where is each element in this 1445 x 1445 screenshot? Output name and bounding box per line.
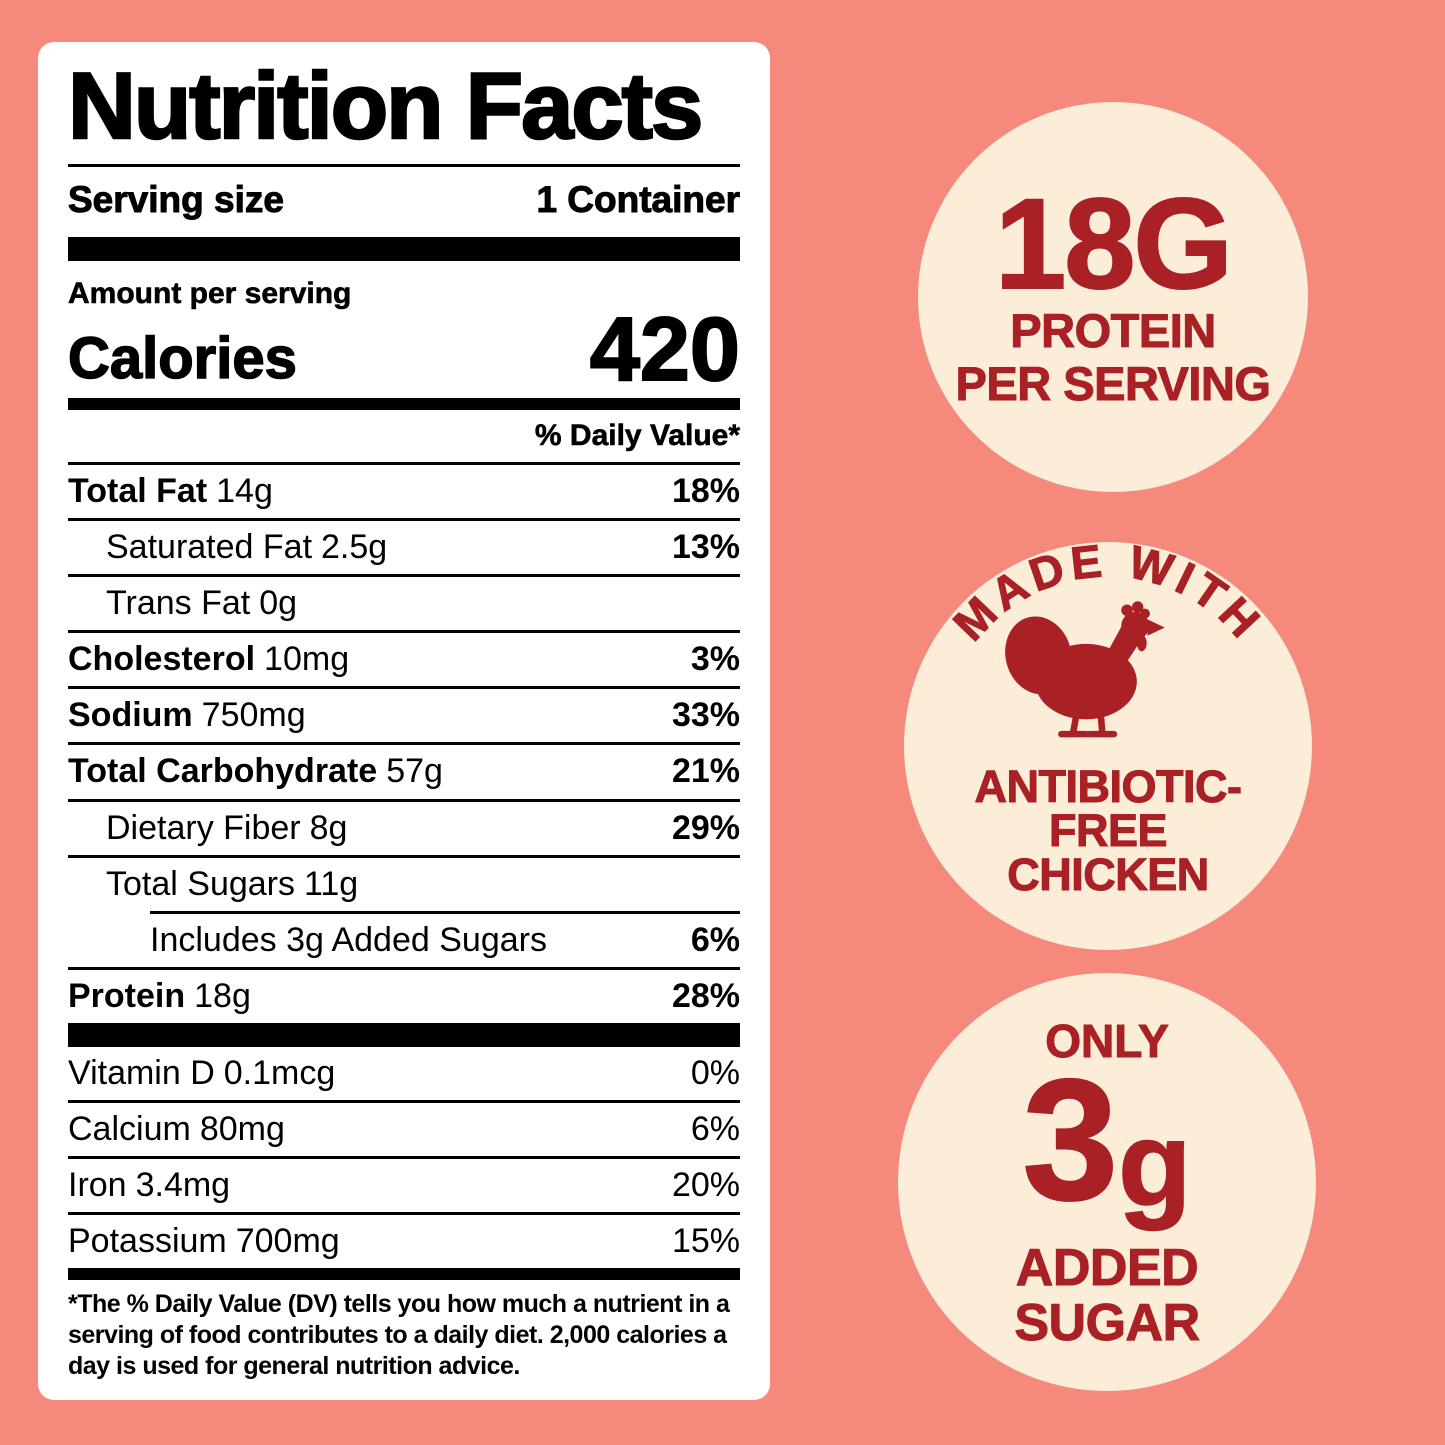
vitamin-amount: 0.1mcg bbox=[223, 1053, 336, 1092]
vitamin-row-vitamin-d: Vitamin D 0.1mcg 0% bbox=[68, 1047, 740, 1100]
nutrient-amount: 11g bbox=[304, 864, 359, 903]
vitamin-row-iron: Iron 3.4mg 20% bbox=[68, 1156, 740, 1212]
chicken-icon bbox=[1005, 601, 1165, 738]
nutrient-row-cholesterol: Cholesterol 10mg 3% bbox=[68, 630, 740, 686]
nutrient-dv: 13% bbox=[671, 528, 740, 567]
vitamin-dv: 0% bbox=[690, 1053, 740, 1092]
nutrient-amount: 57g bbox=[386, 752, 443, 791]
nutrient-dv: 33% bbox=[671, 696, 740, 735]
nutrition-facts-label: Nutrition Facts Serving size 1 Container… bbox=[38, 42, 770, 1400]
protein-amount: 18G bbox=[994, 172, 1234, 316]
medium-bar bbox=[68, 398, 740, 411]
chicken-label-line-3: CHICKEN bbox=[1007, 849, 1209, 900]
nutrient-dv: 18% bbox=[671, 472, 740, 511]
nutrient-dv: 29% bbox=[671, 808, 740, 847]
calories-label: Calories bbox=[67, 326, 297, 392]
badge-antibiotic-free-chicken: MADE WITH ANTIBIOTIC- FREE CHICKEN bbox=[904, 542, 1312, 950]
nutrient-row-total-carbohydrate: Total Carbohydrate 57g 21% bbox=[68, 742, 740, 798]
only-label: ONLY bbox=[1045, 1015, 1170, 1068]
nutrient-row-sodium: Sodium 750mg 33% bbox=[68, 686, 740, 742]
added-sugar-label-line-1: ADDED bbox=[1015, 1239, 1199, 1298]
nutrient-row-total-fat: Total Fat 14g 18% bbox=[68, 462, 740, 518]
nutrient-name: Saturated Fat bbox=[106, 528, 313, 567]
nutrient-row-dietary-fiber: Dietary Fiber 8g 29% bbox=[68, 798, 740, 855]
added-sugar-label-line-2: SUGAR bbox=[1014, 1293, 1201, 1352]
nutrient-name: Dietary Fiber bbox=[106, 808, 301, 847]
nutrient-row-added-sugars: Includes 3g Added Sugars 6% bbox=[68, 914, 740, 967]
divider-indented bbox=[150, 910, 740, 914]
vitamin-name: Vitamin D bbox=[68, 1053, 215, 1092]
serving-size-label: Serving size bbox=[68, 178, 285, 220]
daily-value-footnote: *The % Daily Value (DV) tells you how mu… bbox=[68, 1290, 730, 1381]
chicken-label-line-1: ANTIBIOTIC- bbox=[975, 761, 1242, 812]
nutrient-dv: 3% bbox=[690, 640, 740, 679]
vitamin-name: Iron bbox=[68, 1166, 127, 1204]
badge-protein: 18G PROTEIN PER SERVING bbox=[918, 102, 1308, 492]
vitamin-dv: 20% bbox=[671, 1166, 740, 1204]
sugar-unit: g bbox=[1117, 1097, 1192, 1233]
nutrient-name: Includes 3g Added Sugars bbox=[150, 920, 547, 959]
vitamin-dv: 6% bbox=[690, 1109, 740, 1148]
vitamin-name: Potassium bbox=[68, 1222, 227, 1261]
chicken-label-line-2: FREE bbox=[1049, 805, 1167, 856]
vitamin-row-calcium: Calcium 80mg 6% bbox=[68, 1099, 740, 1156]
nutrient-name: Total Carbohydrate bbox=[68, 752, 378, 791]
nutrient-amount: 18g bbox=[194, 976, 251, 1015]
protein-label-line-2: PER SERVING bbox=[955, 356, 1271, 410]
nutrient-name: Protein bbox=[68, 976, 186, 1015]
nutrient-amount: 8g bbox=[309, 808, 348, 847]
vitamin-amount: 80mg bbox=[199, 1109, 285, 1148]
vitamin-amount: 700mg bbox=[235, 1222, 340, 1261]
nutrient-amount: 10mg bbox=[264, 640, 350, 679]
nutrient-name: Trans Fat bbox=[106, 584, 251, 623]
nutrient-row-protein: Protein 18g 28% bbox=[68, 966, 740, 1023]
daily-value-header: % Daily Value* bbox=[534, 419, 741, 453]
nutrient-amount: 14g bbox=[216, 472, 273, 511]
nutrient-name: Total Fat bbox=[68, 472, 208, 511]
nutrient-amount: 0g bbox=[259, 584, 298, 623]
thick-bar bbox=[68, 1022, 740, 1047]
label-title: Nutrition Facts bbox=[67, 53, 705, 158]
nutrient-row-total-sugars: Total Sugars 11g bbox=[68, 854, 740, 911]
calories-value: 420 bbox=[589, 299, 741, 400]
vitamin-amount: 3.4mg bbox=[135, 1166, 231, 1204]
sugar-value: 3 bbox=[1022, 1044, 1120, 1237]
nutrient-amount: 2.5g bbox=[321, 528, 388, 567]
amount-per-serving-label: Amount per serving bbox=[68, 276, 352, 311]
nutrient-amount: 750mg bbox=[201, 696, 306, 735]
serving-size-value: 1 Container bbox=[536, 178, 741, 220]
divider bbox=[68, 163, 740, 167]
nutrient-name: Sodium bbox=[68, 696, 193, 735]
medium-bar bbox=[68, 1268, 740, 1281]
nutrient-name: Cholesterol bbox=[68, 640, 256, 679]
nutrient-row-saturated-fat: Saturated Fat 2.5g 13% bbox=[68, 518, 740, 574]
calories-row: Calories 420 bbox=[67, 299, 741, 400]
protein-label-line-1: PROTEIN bbox=[1010, 304, 1217, 358]
nutrient-dv: 21% bbox=[671, 752, 740, 791]
nutrient-dv: 28% bbox=[671, 976, 740, 1015]
vitamin-dv: 15% bbox=[671, 1222, 740, 1261]
vitamin-row-potassium: Potassium 700mg 15% bbox=[68, 1212, 740, 1268]
thick-bar bbox=[68, 236, 740, 261]
nutrient-name: Total Sugars bbox=[106, 864, 295, 903]
nutrient-dv: 6% bbox=[690, 920, 740, 959]
serving-size-row: Serving size 1 Container bbox=[68, 167, 741, 237]
nutrient-row-trans-fat: Trans Fat 0g bbox=[68, 574, 740, 630]
vitamin-name: Calcium bbox=[68, 1109, 191, 1148]
